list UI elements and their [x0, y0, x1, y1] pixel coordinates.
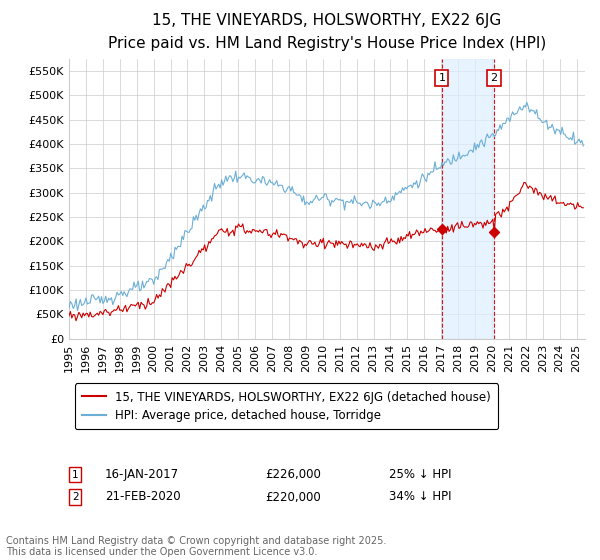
Legend: 15, THE VINEYARDS, HOLSWORTHY, EX22 6JG (detached house), HPI: Average price, de: 15, THE VINEYARDS, HOLSWORTHY, EX22 6JG …: [75, 384, 498, 430]
Text: 21-FEB-2020: 21-FEB-2020: [105, 491, 181, 503]
Text: £220,000: £220,000: [265, 491, 321, 503]
Bar: [442, 59, 494, 339]
Text: 16-JAN-2017: 16-JAN-2017: [105, 468, 179, 481]
Title: 15, THE VINEYARDS, HOLSWORTHY, EX22 6JG
Price paid vs. HM Land Registry's House : 15, THE VINEYARDS, HOLSWORTHY, EX22 6JG …: [108, 13, 546, 51]
Text: 1: 1: [439, 73, 445, 83]
Text: £226,000: £226,000: [265, 468, 321, 481]
Text: 2: 2: [72, 492, 79, 502]
Text: 1: 1: [72, 470, 79, 479]
Text: 25% ↓ HPI: 25% ↓ HPI: [389, 468, 451, 481]
Text: 2: 2: [491, 73, 498, 83]
Text: Contains HM Land Registry data © Crown copyright and database right 2025.
This d: Contains HM Land Registry data © Crown c…: [6, 535, 386, 557]
Text: 34% ↓ HPI: 34% ↓ HPI: [389, 491, 451, 503]
